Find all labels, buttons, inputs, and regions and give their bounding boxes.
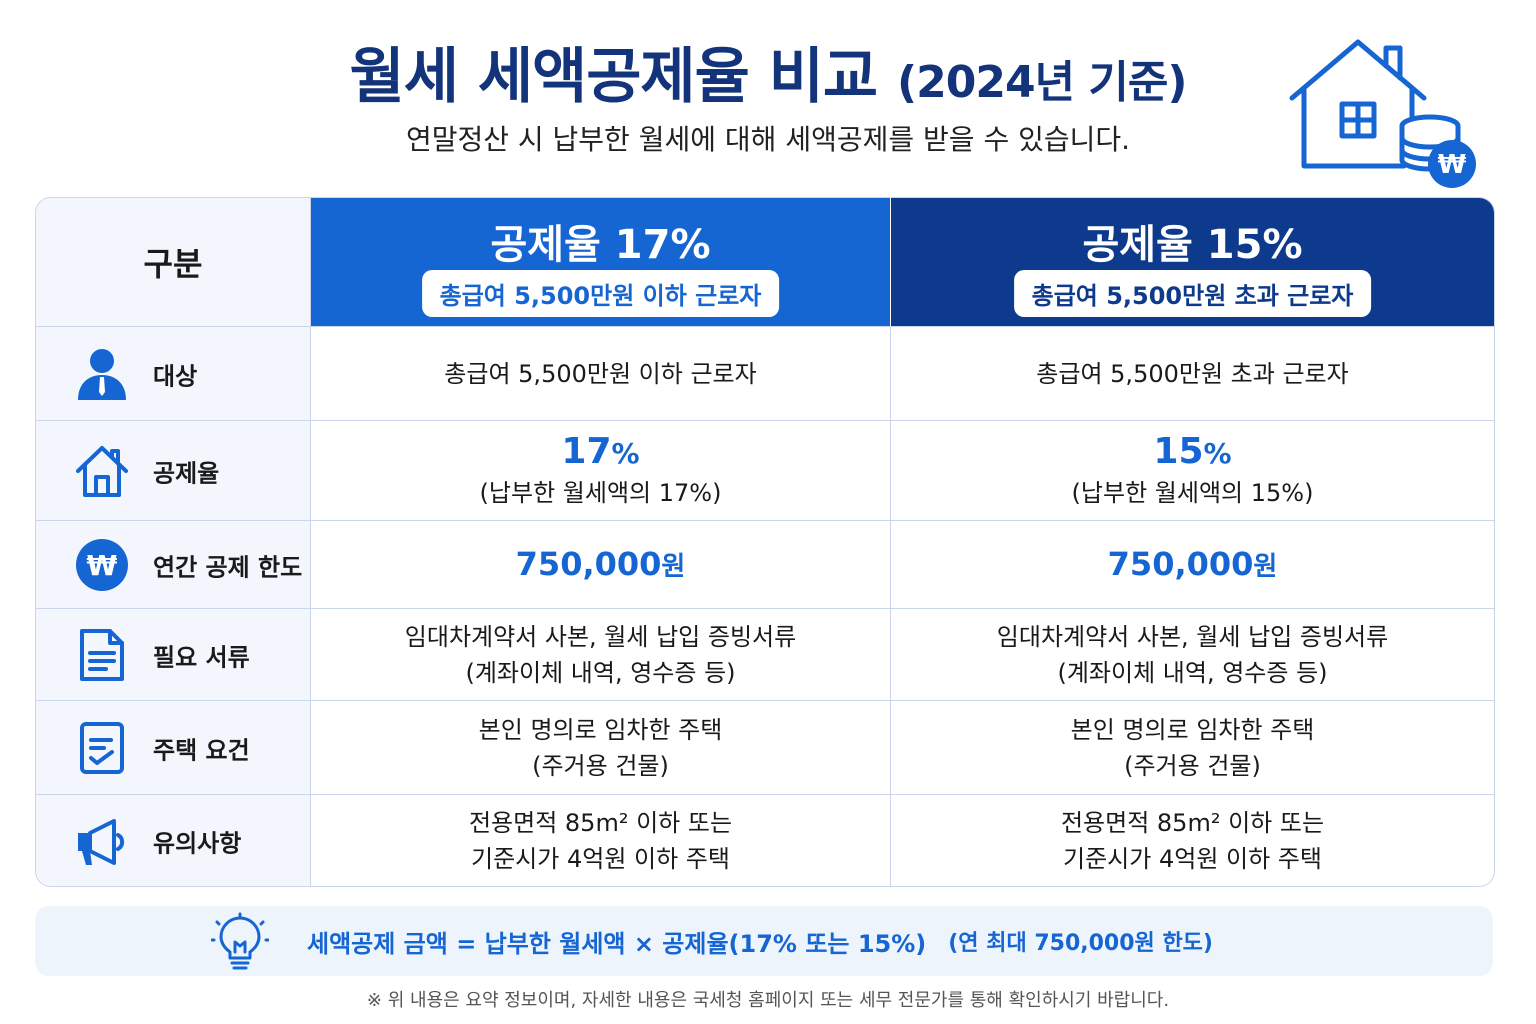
row-label: 공제율: [36, 421, 311, 521]
home-icon: [76, 446, 128, 497]
rate-value: 17%: [561, 431, 639, 475]
cell-line: 전용면적 85m² 이하 또는: [1060, 809, 1325, 837]
cell-line: (계좌이체 내역, 영수증 등): [465, 659, 736, 687]
comparison-table: 구분 공제율 17% 총급여 5,500만원 이하 근로자 공제율 15% 총급…: [35, 197, 1495, 887]
cell-col1: 750,000원: [311, 521, 891, 609]
cell-col1: 본인 명의로 임차한 주택 (주거용 건물): [311, 701, 891, 795]
title-year: (2024년 기준): [897, 57, 1187, 108]
formula-box: 세액공제 금액 = 납부한 월세액 × 공제율(17% 또는 15%) (연 최…: [35, 906, 1493, 976]
header-rate-title: 공제율 17%: [490, 222, 711, 268]
row-label-text: 공제율: [153, 459, 220, 488]
row-housing: 주택 요건 본인 명의로 임차한 주택 (주거용 건물) 본인 명의로 임차한 …: [36, 700, 1494, 795]
row-label-text: 연간 공제 한도: [153, 553, 303, 582]
rate-number: 17: [561, 431, 612, 472]
row-label: 유의사항: [36, 795, 311, 886]
cell-col2: 750,000원: [891, 521, 1494, 609]
cell-line: 기준시가 4억원 이하 주택: [1063, 845, 1322, 873]
rate-unit: %: [611, 437, 640, 470]
row-rate: 공제율 17% (납부한 월세액의 17%) 15% (납부한 월세액의 15%…: [36, 420, 1494, 521]
limit-number: 750,000: [1107, 544, 1254, 583]
limit-number: 750,000: [515, 544, 662, 583]
rate-value: 15%: [1153, 431, 1231, 475]
document-icon: [80, 629, 124, 681]
cell-col2: 전용면적 85m² 이하 또는 기준시가 4억원 이하 주택: [891, 795, 1494, 886]
cell-line: 전용면적 85m² 이하 또는: [468, 809, 733, 837]
header-target-badge: 총급여 5,500만원 이하 근로자: [421, 270, 780, 317]
header-rate-15: 공제율 15% 총급여 5,500만원 초과 근로자: [891, 198, 1494, 326]
person-icon: [78, 349, 126, 400]
page-subtitle: 연말정산 시 납부한 월세에 대해 세액공제를 받을 수 있습니다.: [405, 123, 1131, 156]
limit-amount: 750,000원: [516, 546, 686, 585]
cell-line: 기준시가 4억원 이하 주택: [471, 845, 730, 873]
header-rate-title: 공제율 15%: [1082, 222, 1303, 268]
formula-text: 세액공제 금액 = 납부한 월세액 × 공제율(17% 또는 15%) (연 최…: [307, 906, 1213, 976]
cell-line: 임대차계약서 사본, 월세 납입 증빙서류: [996, 623, 1389, 651]
rate-note: (납부한 월세액의 17%): [479, 479, 722, 507]
cell-line: (주거용 건물): [1124, 752, 1261, 780]
row-label: 필요 서류: [36, 609, 311, 701]
formula-equation: 세액공제 금액 = 납부한 월세액 × 공제율(17% 또는 15%): [307, 929, 927, 958]
row-label-text: 필요 서류: [153, 643, 250, 672]
cell-line: (주거용 건물): [532, 752, 669, 780]
footnote: ※ 위 내용은 요약 정보이며, 자세한 내용은 국세청 홈페이지 또는 세무 …: [366, 990, 1170, 1011]
cell-col2: 임대차계약서 사본, 월세 납입 증빙서류 (계좌이체 내역, 영수증 등): [891, 609, 1494, 701]
won-symbol: ₩: [1438, 150, 1467, 180]
cell-line: 본인 명의로 임차한 주택: [1070, 716, 1315, 744]
cell-col1: 총급여 5,500만원 이하 근로자: [311, 327, 891, 421]
formula-limit-note: (연 최대 750,000원 한도): [948, 931, 1213, 956]
header-target-badge: 총급여 5,500만원 초과 근로자: [1013, 270, 1372, 317]
cell-col1: 전용면적 85m² 이하 또는 기준시가 4억원 이하 주택: [311, 795, 891, 886]
row-docs: 필요 서류 임대차계약서 사본, 월세 납입 증빙서류 (계좌이체 내역, 영수…: [36, 608, 1494, 701]
cell-col2: 본인 명의로 임차한 주택 (주거용 건물): [891, 701, 1494, 795]
row-limit: ₩ 연간 공제 한도 750,000원 750,000원: [36, 520, 1494, 609]
megaphone-icon: [78, 819, 125, 865]
row-label: 주택 요건: [36, 701, 311, 795]
row-label-text: 대상: [153, 362, 198, 391]
row-label: ₩ 연간 공제 한도: [36, 521, 311, 609]
rate-note: (납부한 월세액의 15%): [1071, 479, 1314, 507]
row-target: 대상 총급여 5,500만원 이하 근로자 총급여 5,500만원 초과 근로자: [36, 326, 1494, 421]
house-coins-icon: ₩: [1289, 39, 1476, 188]
limit-unit: 원: [1253, 551, 1278, 582]
cell-col1: 17% (납부한 월세액의 17%): [311, 421, 891, 521]
won-coin-icon: ₩: [76, 539, 128, 591]
page-title: 월세 세액공제율 비교 (2024년 기준): [0, 28, 1536, 115]
cell-line: 임대차계약서 사본, 월세 납입 증빙서류: [404, 623, 797, 651]
lightbulb-icon: [211, 912, 269, 970]
cell-col2: 15% (납부한 월세액의 15%): [891, 421, 1494, 521]
cell-col1: 임대차계약서 사본, 월세 납입 증빙서류 (계좌이체 내역, 영수증 등): [311, 609, 891, 701]
row-label: 대상: [36, 327, 311, 421]
header-rate-17: 공제율 17% 총급여 5,500만원 이하 근로자: [311, 198, 890, 326]
title-main: 월세 세액공제율 비교: [349, 42, 879, 112]
row-label-text: 주택 요건: [153, 736, 250, 765]
header-label: 구분: [36, 198, 311, 326]
cell-col2: 총급여 5,500만원 초과 근로자: [1036, 360, 1349, 388]
limit-amount: 750,000원: [1108, 546, 1278, 585]
checklist-icon: [80, 722, 124, 774]
cell-line: 본인 명의로 임차한 주택: [478, 716, 723, 744]
row-label-text: 유의사항: [153, 829, 242, 858]
won-symbol: ₩: [87, 549, 118, 582]
cell-line: (계좌이체 내역, 영수증 등): [1057, 659, 1328, 687]
limit-unit: 원: [661, 551, 686, 582]
rate-unit: %: [1203, 437, 1232, 470]
rate-number: 15: [1153, 431, 1204, 472]
row-notes: 유의사항 전용면적 85m² 이하 또는 기준시가 4억원 이하 주택 전용면적…: [36, 794, 1494, 886]
